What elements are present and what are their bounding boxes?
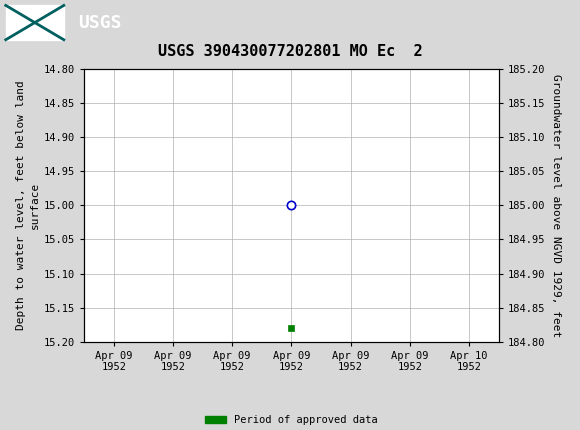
Y-axis label: Depth to water level, feet below land
surface: Depth to water level, feet below land su… (16, 80, 39, 330)
Text: USGS: USGS (78, 14, 122, 31)
Legend: Period of approved data: Period of approved data (201, 411, 382, 430)
Y-axis label: Groundwater level above NGVD 1929, feet: Groundwater level above NGVD 1929, feet (551, 74, 561, 337)
Text: USGS 390430077202801 MO Ec  2: USGS 390430077202801 MO Ec 2 (158, 44, 422, 59)
Bar (6, 6, 64, 40)
